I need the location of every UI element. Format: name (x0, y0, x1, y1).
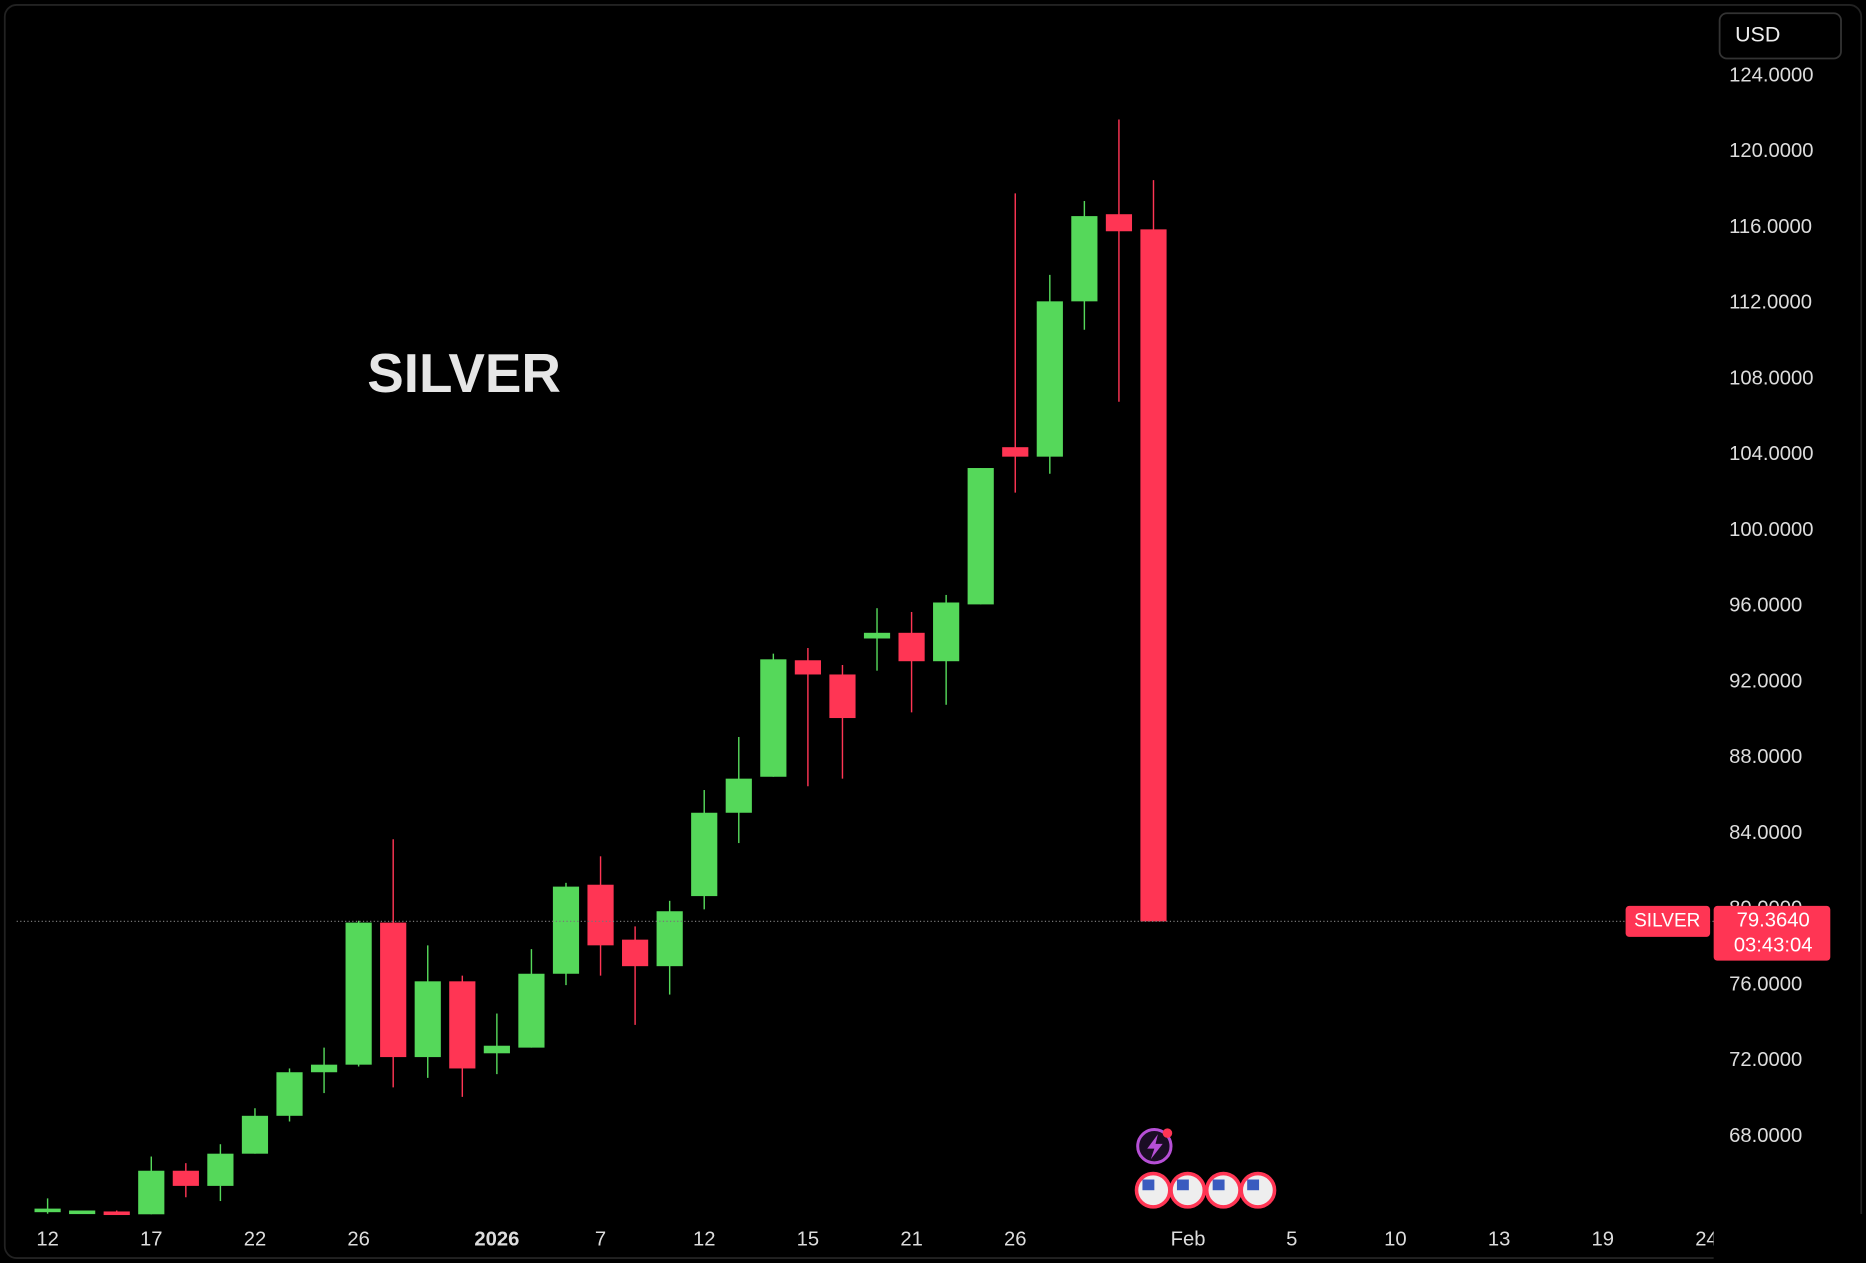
y-tick-label: 72.0000 (1729, 1049, 1802, 1071)
y-tick-label: 100.0000 (1729, 519, 1813, 541)
candle-body (794, 660, 821, 675)
candle-body (518, 973, 545, 1048)
candle-body (103, 1211, 130, 1216)
candle-body (69, 1210, 96, 1215)
lightning-icon (1147, 1134, 1163, 1160)
x-tick-label: 26 (347, 1229, 370, 1251)
candle-body (1002, 447, 1029, 457)
y-tick-label: 88.0000 (1729, 746, 1802, 768)
candle-body (380, 922, 407, 1058)
x-tick-label: 12 (36, 1229, 59, 1251)
flag-icon[interactable] (1169, 1171, 1207, 1209)
candle-body (760, 659, 787, 777)
candle-body (241, 1115, 269, 1154)
x-tick-label: 5 (1286, 1229, 1297, 1251)
candle-body (138, 1170, 165, 1215)
flag-icons (1134, 1171, 1277, 1209)
y-axis: 68.000072.000076.000080.000084.000088.00… (1713, 64, 1813, 1147)
y-tick-label: 108.0000 (1729, 367, 1813, 389)
y-tick-label: 112.0000 (1729, 292, 1812, 314)
x-tick-label: 15 (797, 1229, 820, 1251)
candle-body (414, 981, 441, 1058)
y-tick-label: 116.0000 (1729, 216, 1812, 238)
chart-title: SILVER (367, 342, 561, 404)
x-tick-label: 21 (900, 1229, 923, 1251)
x-tick-label: 13 (1488, 1229, 1511, 1251)
candle-body (725, 778, 752, 813)
symbol-label: SILVER (1634, 910, 1700, 931)
flag-canton (1247, 1179, 1260, 1191)
candle-body (1140, 229, 1167, 922)
candle-body (310, 1064, 338, 1073)
candle-body (933, 602, 960, 662)
candle-body (1036, 301, 1063, 457)
candle-body (276, 1072, 303, 1116)
countdown-label: 03:43:04 (1734, 935, 1813, 957)
candle-body (449, 981, 476, 1069)
y-tick-label: 68.0000 (1729, 1125, 1802, 1147)
x-tick-label: 24 (1695, 1229, 1718, 1251)
flag-canton (1176, 1179, 1189, 1191)
flag-icon[interactable] (1204, 1171, 1242, 1209)
currency-box[interactable] (1718, 12, 1842, 60)
y-tick-label: 104.0000 (1729, 443, 1813, 465)
symbol-tag (1625, 905, 1711, 937)
candle-body (483, 1045, 510, 1054)
candle-body (898, 632, 925, 662)
y-tick-label: 92.0000 (1729, 670, 1802, 692)
last-price: SILVER 79.3640 03:43:04 (16, 905, 1831, 961)
x-tick-label: 17 (140, 1229, 163, 1251)
x-tick-label: 26 (1004, 1229, 1027, 1251)
candle-body (656, 911, 683, 967)
candle-body (1071, 216, 1098, 302)
x-tick-label: 19 (1592, 1229, 1615, 1251)
y-tick-label: 120.0000 (1729, 140, 1813, 162)
x-tick-label: Feb (1171, 1229, 1206, 1251)
y-tick-label: 96.0000 (1729, 595, 1802, 617)
candle-body (207, 1153, 234, 1186)
candle-body (552, 886, 580, 974)
candle-body (691, 812, 718, 897)
last-price-label: 79.3640 (1737, 910, 1810, 932)
candle-body (829, 674, 856, 719)
x-tick-label: 10 (1384, 1229, 1407, 1251)
x-tick-label: 2026 (474, 1229, 519, 1251)
flag-canton (1212, 1179, 1225, 1191)
x-tick-label: 12 (693, 1229, 716, 1251)
y-tick-label: 84.0000 (1729, 822, 1802, 844)
candle-body (345, 922, 372, 1065)
x-tick-label: 7 (595, 1229, 606, 1251)
candle-body (863, 632, 891, 639)
candle-body (34, 1208, 61, 1213)
x-tick-label: 22 (244, 1229, 267, 1251)
candles (34, 119, 1167, 1216)
event-icons (1134, 1128, 1277, 1209)
currency-selector[interactable]: USD (1718, 12, 1842, 60)
notification-dot (1162, 1128, 1173, 1138)
candle-body (622, 939, 649, 967)
candle-body (172, 1170, 199, 1186)
flag-icon[interactable] (1239, 1171, 1277, 1209)
x-axis: 12 17 22 26 2026 7 12 15 21 26 Feb 5 10 13 19 24 (36, 1229, 1717, 1251)
y-tick-label: 124.0000 (1729, 64, 1813, 86)
chart-frame (3, 4, 1863, 1259)
flag-icon[interactable] (1134, 1171, 1172, 1209)
candle-body (967, 468, 994, 605)
price-tag (1713, 905, 1831, 961)
y-tick-label: 76.0000 (1729, 973, 1802, 995)
axis-mask (1713, 1214, 1866, 1263)
candle-body (1105, 214, 1133, 232)
currency-label[interactable]: USD (1735, 23, 1780, 47)
candle-body (587, 884, 614, 946)
flag-canton (1142, 1179, 1155, 1191)
